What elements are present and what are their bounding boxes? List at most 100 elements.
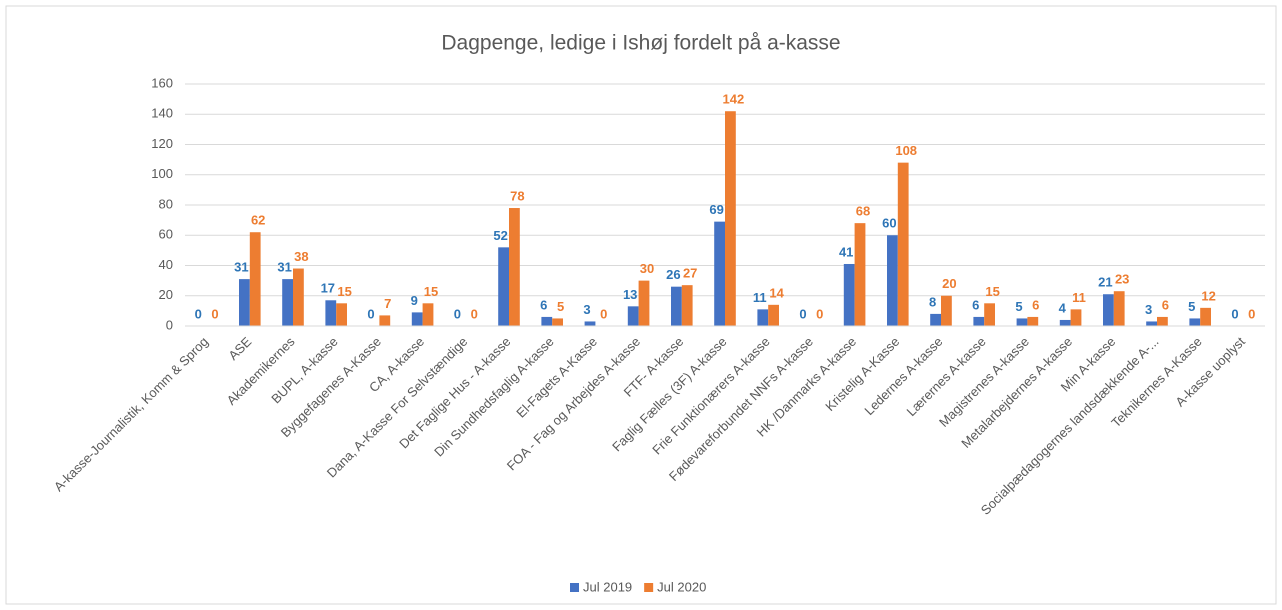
data-label: 0 [816,306,823,321]
data-label: 26 [666,267,680,282]
bar [973,316,985,326]
data-label: 5 [557,299,564,314]
bar [1070,309,1082,326]
data-label: 6 [972,297,979,312]
data-label: 52 [493,228,507,243]
bar [411,312,423,326]
data-label: 15 [985,284,999,299]
data-label: 9 [411,293,418,308]
bar [422,303,434,326]
data-label: 78 [510,188,524,203]
bar [681,285,693,326]
data-label: 11 [753,290,767,305]
data-label: 6 [1032,297,1039,312]
data-label: 15 [424,284,438,299]
legend-swatch [570,583,579,592]
bar [249,232,261,326]
data-label: 11 [1072,290,1086,305]
bar [984,303,995,326]
data-label: 0 [454,306,461,321]
data-label: 12 [1201,288,1215,303]
bar [714,221,725,326]
y-tick-label: 140 [151,106,173,121]
y-tick-label: 0 [166,317,173,332]
data-label: 0 [195,306,202,321]
bar [887,235,898,326]
data-label: 14 [769,285,784,300]
legend-swatch [644,583,654,592]
data-label: 0 [367,306,374,321]
bar [725,111,736,326]
y-tick-label: 20 [159,287,173,302]
data-label: 5 [1188,299,1195,314]
data-label: 3 [1145,302,1152,317]
data-label: 6 [1162,297,1169,312]
bar [1103,294,1114,326]
data-label: 69 [709,202,723,217]
data-label: 3 [583,302,590,317]
data-label: 20 [942,276,956,291]
y-tick-label: 80 [159,196,173,211]
data-label: 60 [882,216,896,231]
bar [552,318,563,326]
legend-label: Jul 2019 [583,579,632,594]
data-label: 62 [251,213,265,228]
bar [757,309,769,326]
bar [379,315,391,326]
bar [930,313,941,326]
bar [509,208,520,326]
bar [239,279,250,326]
y-tick-label: 160 [151,75,173,90]
bar [768,304,779,326]
data-label: 15 [337,284,351,299]
bar [282,279,293,326]
bar [843,263,855,326]
data-label: 68 [856,204,870,219]
data-label: 6 [540,297,547,312]
bar [1059,319,1071,326]
bar [1146,321,1157,326]
data-label: 7 [384,296,391,311]
bar [336,303,347,326]
data-label: 0 [1231,306,1238,321]
data-label: 21 [1098,275,1112,290]
bar [584,321,596,326]
data-label: 142 [723,92,745,107]
data-label: 0 [1248,306,1255,321]
bar [1200,307,1211,326]
bar [854,223,866,326]
bar [1027,316,1039,326]
data-label: 4 [1059,300,1067,315]
legend-label: Jul 2020 [657,579,706,594]
bar [897,162,909,326]
data-label: 0 [799,306,806,321]
bar [1016,318,1028,326]
data-label: 30 [640,261,654,276]
bar [1157,316,1168,326]
bar [941,295,952,326]
data-label: 23 [1115,272,1129,287]
y-tick-label: 120 [151,136,173,151]
y-tick-label: 100 [151,166,173,181]
data-label: 31 [277,260,291,275]
bar [638,280,650,326]
data-label: 41 [839,244,853,259]
data-label: 5 [1015,299,1022,314]
data-label: 38 [294,249,308,264]
bar [1113,291,1125,326]
data-label: 0 [600,306,607,321]
y-tick-label: 60 [159,227,173,242]
bar [541,316,553,326]
chart-title: Dagpenge, ledige i Ishøj fordelt på a-ka… [441,32,840,55]
bar [627,306,639,326]
data-label: 27 [683,266,697,281]
data-label: 108 [895,143,917,158]
data-label: 0 [471,306,478,321]
data-label: 13 [623,287,637,302]
bar [498,247,509,326]
data-label: 31 [234,260,248,275]
data-label: 0 [211,306,218,321]
data-label: 8 [929,294,936,309]
bar [1189,318,1201,326]
